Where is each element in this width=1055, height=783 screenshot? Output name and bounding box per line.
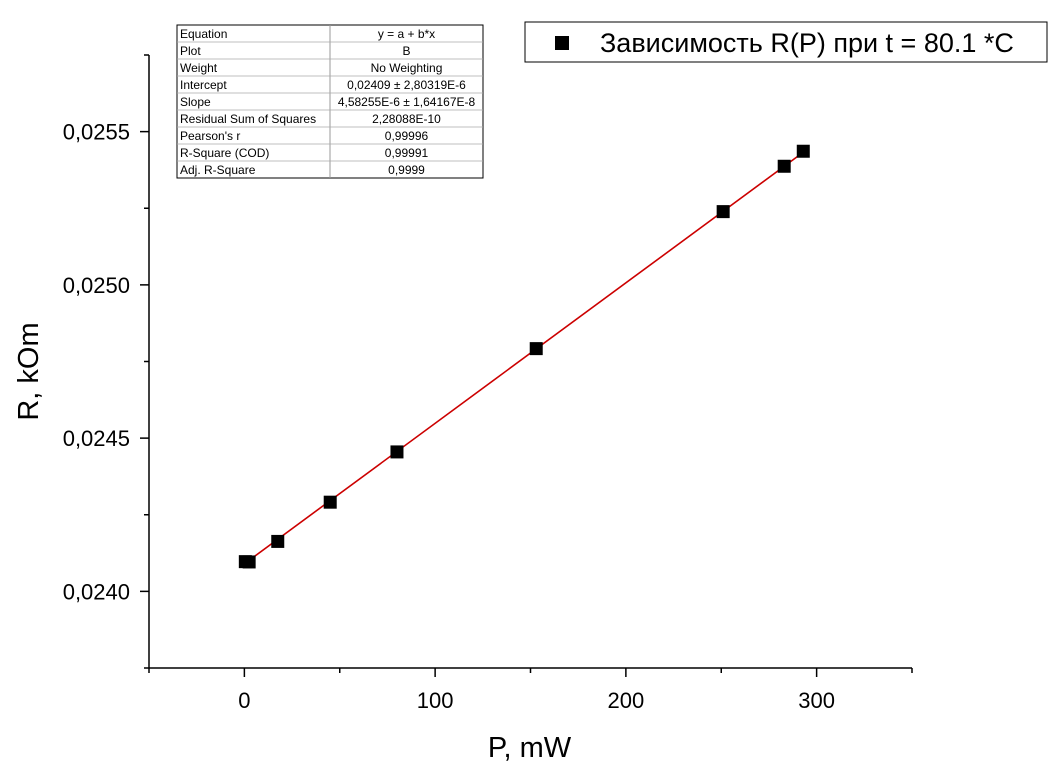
fit-table-value: No Weighting — [371, 61, 443, 75]
fit-table-key: Equation — [180, 27, 227, 41]
y-tick-label: 0,0245 — [63, 426, 130, 451]
data-point — [323, 495, 337, 509]
x-tick-label: 0 — [238, 688, 250, 713]
fit-table-value: 2,28088E-10 — [372, 112, 441, 126]
legend: Зависимость R(P) при t = 80.1 *C — [524, 21, 1048, 63]
data-point — [242, 555, 256, 569]
fit-parameters-table: Equation y = a + b*x Plot B Weight No Weighti… — [176, 24, 484, 179]
fit-table-value: 0,02409 ± 2,80319E-6 — [347, 78, 466, 92]
legend-label: Зависимость R(P) при t = 80.1 *C — [600, 28, 1014, 58]
data-point — [529, 342, 543, 356]
fit-table-key: Plot — [180, 44, 201, 58]
fit-table-value: 0,99996 — [385, 129, 429, 143]
axes: 0 100 200 300 0,0240 0,0245 0,0250 0,0255 P, mW R… — [13, 54, 913, 764]
fit-table-value: B — [402, 44, 410, 58]
fit-table-value: y = a + b*x — [378, 27, 435, 41]
fit-table-key: Pearson's r — [180, 129, 240, 143]
linear-fit-line — [243, 151, 804, 565]
fit-table-key: Residual Sum of Squares — [180, 112, 316, 126]
data-point — [796, 144, 810, 158]
legend-marker — [555, 36, 569, 50]
y-tick-label: 0,0240 — [63, 579, 130, 604]
fit-table-key: R-Square (COD) — [180, 146, 269, 160]
fit-table-value: 4,58255E-6 ± 1,64167E-8 — [338, 95, 476, 109]
fit-table-key: Slope — [180, 95, 211, 109]
x-tick-label: 200 — [608, 688, 645, 713]
fit-table-key: Intercept — [180, 78, 227, 92]
x-axis-title: P, mW — [488, 732, 572, 764]
fit-table-value: 0,99991 — [385, 146, 429, 160]
data-point — [716, 205, 730, 219]
data-point — [390, 445, 404, 459]
data-points — [238, 144, 810, 569]
fit-table-key: Weight — [180, 61, 218, 75]
x-tick-label: 300 — [798, 688, 835, 713]
fit-table-key: Adj. R-Square — [180, 163, 256, 177]
data-point — [271, 534, 285, 548]
fit-line-layer — [243, 151, 804, 565]
y-tick-label: 0,0255 — [63, 120, 130, 145]
y-axis-title: R, kOm — [13, 322, 45, 420]
data-point — [777, 159, 791, 173]
legend-box — [524, 21, 1048, 63]
y-tick-label: 0,0250 — [63, 273, 130, 298]
fit-table-value: 0,9999 — [388, 163, 425, 177]
x-tick-label: 100 — [417, 688, 454, 713]
